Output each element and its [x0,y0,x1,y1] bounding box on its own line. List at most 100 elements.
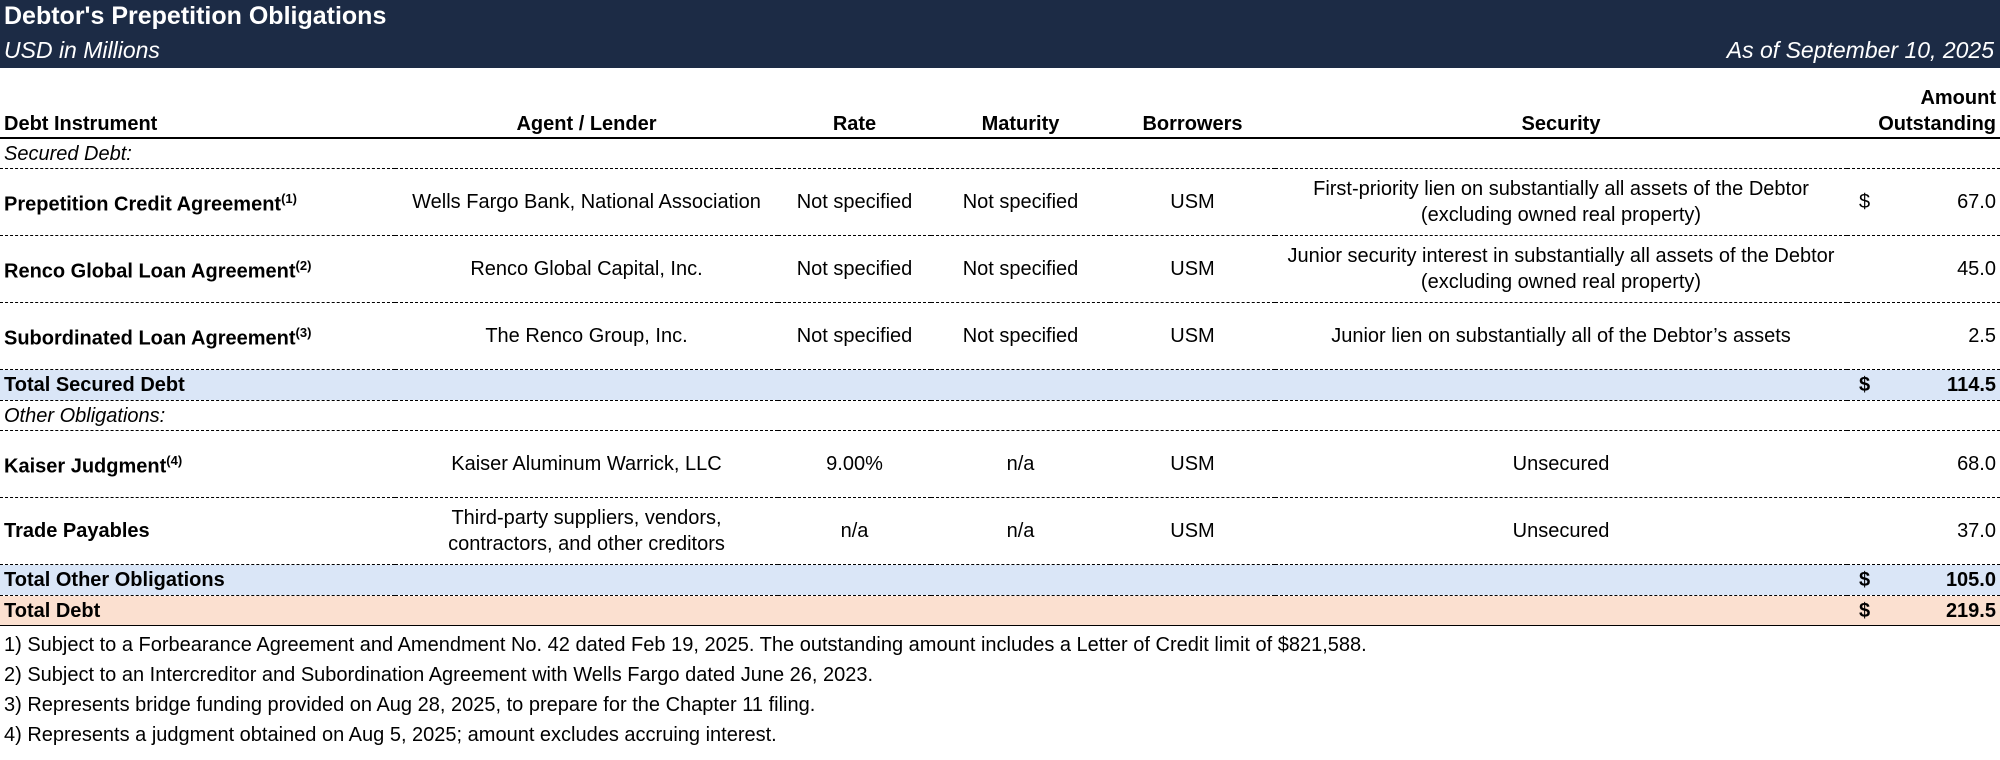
amount-cell: $67.0 [1847,168,2000,236]
amount-value: 2.5 [1968,325,1996,347]
rate: n/a [840,520,869,542]
debt-row: Kaiser Judgment(4) Kaiser Aluminum Warric… [0,430,2000,498]
security-cell: First-priority lien on substantially all… [1275,168,1847,236]
instrument-cell: Renco Global Loan Agreement(2) [0,235,395,303]
borrowers: USM [1170,453,1215,475]
amount: $219.5 [1851,598,1996,624]
section-label-text: Other Obligations: [4,404,166,427]
footnote: 1) Subject to a Forbearance Agreement an… [4,634,1367,656]
amount-cell: $105.0 [1847,564,2000,596]
amount-value: 219.5 [1945,599,1996,622]
lender-cell: Third-party suppliers, vendors, contract… [395,497,778,565]
amount: 45.0 [1851,256,1996,282]
footnote-ref: (3) [295,325,312,341]
borrowers: USM [1170,520,1215,542]
security: First-priority lien on substantially all… [1313,178,1809,226]
currency [1851,451,1859,477]
maturity: n/a [1006,453,1035,475]
borrowers-cell: USM [1110,168,1275,236]
currency [1851,518,1859,544]
total-label-text: Total Debt [4,599,101,622]
amount-cell: $219.5 [1847,595,2000,626]
instrument: Prepetition Credit Agreement [4,193,282,216]
borrowers-cell: USM [1110,430,1275,498]
maturity-cell: Not specified [931,235,1110,303]
instrument-cell: Trade Payables [0,497,395,565]
currency [1851,323,1859,349]
lender: Renco Global Capital, Inc. [470,258,703,280]
rate: 9.00% [826,453,883,475]
instrument-cell: Prepetition Credit Agreement(1) [0,168,395,236]
amount: 2.5 [1851,323,1996,349]
amount: $114.5 [1851,372,1996,398]
amount: $105.0 [1851,567,1996,593]
maturity-cell: n/a [931,430,1110,498]
column-header: Amount Outstanding [1847,68,2000,139]
footnote-ref: (4) [166,453,183,469]
currency: $ [1859,599,1871,622]
debt-row: Prepetition Credit Agreement(1) Wells Far… [0,168,2000,236]
rate-cell: 9.00% [778,430,931,498]
amount-value: 114.5 [1947,374,1996,396]
amount-value: 67.0 [1957,191,1996,213]
section-row: Other Obligations: [0,400,2000,431]
borrowers-cell: USM [1110,497,1275,565]
section-row: Secured Debt: [0,138,2000,169]
borrowers-cell: USM [1110,302,1275,370]
security-cell: Junior lien on substantially all of the … [1275,302,1847,370]
footnotes: 1) Subject to a Forbearance Agreement an… [0,630,2000,750]
total-row: Total Secured Debt $114.5 [0,369,2000,401]
amount-value: 68.0 [1957,453,1996,475]
maturity: Not specified [962,325,1079,347]
header-bar: Debtor's Prepetition Obligations USD in … [0,0,2000,68]
rate-cell: n/a [778,497,931,565]
obligations-table: Debt Instrument Agent / Lender Rate Maturit… [0,68,2000,626]
rate: Not specified [796,258,913,280]
lender-cell: The Renco Group, Inc. [395,302,778,370]
borrowers-cell: USM [1110,235,1275,303]
lender: Kaiser Aluminum Warrick, LLC [451,453,722,475]
lender-cell: Wells Fargo Bank, National Association [395,168,778,236]
footnote: 2) Subject to an Intercreditor and Subor… [4,664,874,686]
borrowers: USM [1170,325,1215,347]
footnote: 3) Represents bridge funding provided on… [4,694,816,716]
footnote-ref: (1) [281,191,297,207]
maturity: n/a [1006,520,1035,542]
debt-row: Renco Global Loan Agreement(2) Renco Glob… [0,235,2000,303]
amount-cell: 68.0 [1847,430,2000,498]
maturity-cell: Not specified [931,302,1110,370]
amount-cell: 37.0 [1847,497,2000,565]
total-row: Total Debt $219.5 [0,595,2000,626]
total-row: Total Other Obligations $105.0 [0,564,2000,596]
header-row: Debt Instrument Agent / Lender Rate Maturit… [0,68,2000,139]
maturity: Not specified [962,258,1079,280]
rate-cell: Not specified [778,235,931,303]
instrument: Trade Payables [4,520,150,542]
column-header: Security [1275,68,1847,139]
currency: $ [1859,374,1871,396]
title: Debtor's Prepetition Obligations [4,2,387,30]
amount-value: 105.0 [1945,569,1996,591]
subtitle: USD in Millions [4,37,160,63]
security-cell: Unsecured [1275,430,1847,498]
maturity: Not specified [962,191,1079,213]
section-label: Other Obligations: [0,400,2000,431]
lender-cell: Renco Global Capital, Inc. [395,235,778,303]
instrument-cell: Kaiser Judgment(4) [0,430,395,498]
column-header: Maturity [931,68,1110,139]
amount: 68.0 [1851,451,1996,477]
security: Junior lien on substantially all of the … [1331,325,1791,347]
rate: Not specified [796,325,913,347]
column-header: Agent / Lender [395,68,778,139]
maturity-cell: n/a [931,497,1110,565]
amount: $67.0 [1851,189,1996,215]
lender: Wells Fargo Bank, National Association [412,191,761,213]
amount-value: 37.0 [1957,520,1996,542]
security-cell: Unsecured [1275,497,1847,565]
section-label: Secured Debt: [0,138,2000,169]
amount-cell: $114.5 [1847,369,2000,401]
rate: Not specified [796,191,913,213]
security: Junior security interest in substantiall… [1287,245,1835,293]
instrument: Subordinated Loan Agreement [4,327,296,350]
